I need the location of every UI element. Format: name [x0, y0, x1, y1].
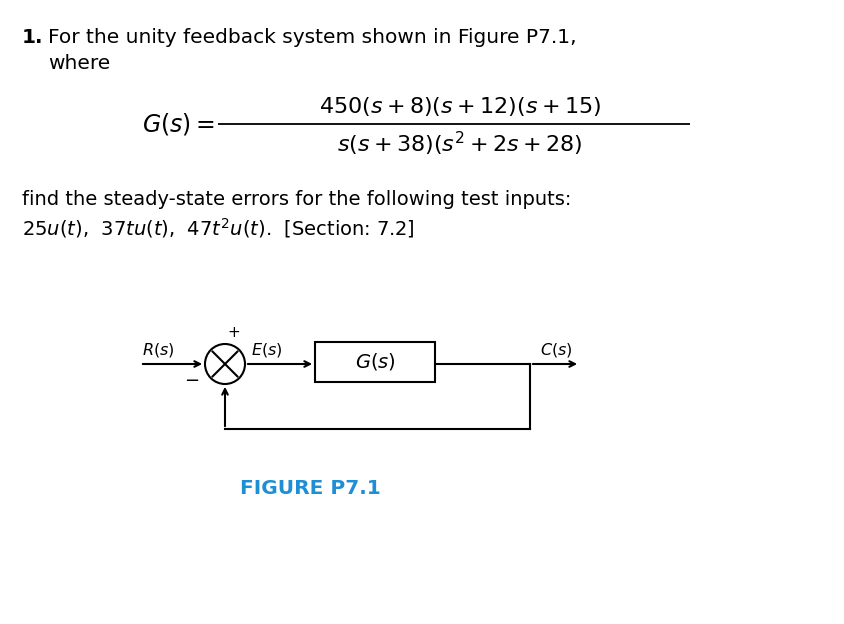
Text: where: where — [48, 54, 110, 73]
Text: $\mathit{G}(\mathit{s}) =$: $\mathit{G}(\mathit{s}) =$ — [142, 111, 214, 137]
Text: $\mathit{s}(\mathit{s}+38)(\mathit{s}^2+2\mathit{s}+28)$: $\mathit{s}(\mathit{s}+38)(\mathit{s}^2+… — [337, 130, 582, 158]
Text: $25\mathit{u}(\mathit{t})$,  $37\mathit{tu}(\mathit{t})$,  $47\mathit{t}^2\mathi: $25\mathit{u}(\mathit{t})$, $37\mathit{t… — [22, 216, 414, 240]
Bar — [315, 342, 435, 382]
Text: For the unity feedback system shown in Figure P7.1,: For the unity feedback system shown in F… — [48, 28, 576, 47]
Text: $450(\mathit{s}+8)(\mathit{s}+12)(\mathit{s}+15)$: $450(\mathit{s}+8)(\mathit{s}+12)(\mathi… — [318, 94, 600, 117]
Text: +: + — [227, 325, 240, 340]
Text: $\mathit{G}(\mathit{s})$: $\mathit{G}(\mathit{s})$ — [354, 351, 395, 373]
Text: find the steady-state errors for the following test inputs:: find the steady-state errors for the fol… — [22, 190, 571, 209]
Text: $\mathit{R}(\mathit{s})$: $\mathit{R}(\mathit{s})$ — [142, 341, 175, 359]
Text: 1.: 1. — [22, 28, 43, 47]
Text: $\mathit{E}(\mathit{s})$: $\mathit{E}(\mathit{s})$ — [251, 341, 282, 359]
Text: −: − — [184, 372, 199, 390]
Text: $\mathit{C}(\mathit{s})$: $\mathit{C}(\mathit{s})$ — [539, 341, 572, 359]
Text: FIGURE P7.1: FIGURE P7.1 — [240, 479, 380, 498]
